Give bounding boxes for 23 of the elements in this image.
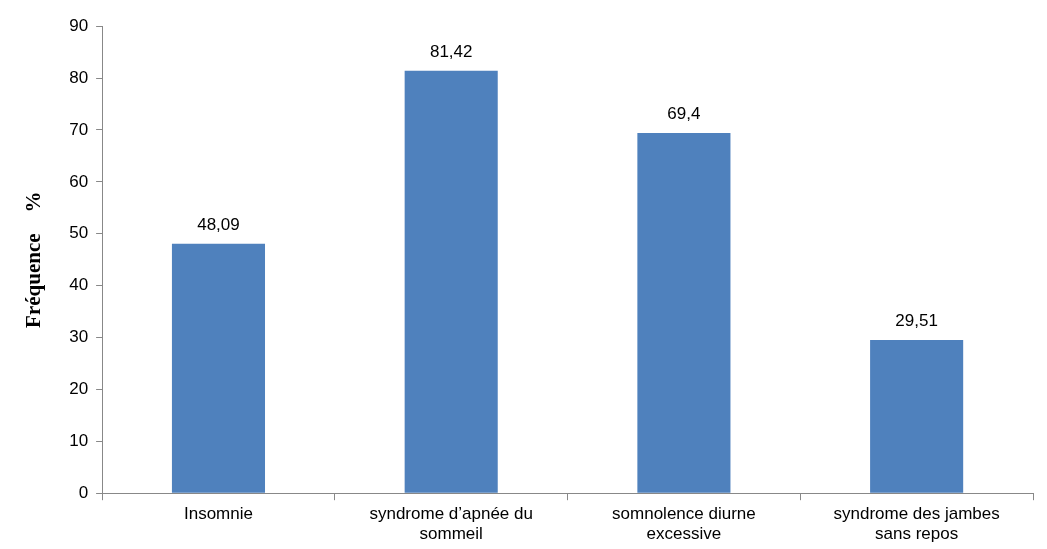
x-tick-label: somnolence diurne excessive — [612, 504, 756, 544]
data-label: 69,4 — [667, 104, 701, 124]
y-tick-label: 60 — [69, 171, 89, 191]
bar — [637, 133, 731, 493]
bar — [404, 70, 498, 493]
y-tick-label: 80 — [69, 67, 89, 87]
y-tick-label: 40 — [69, 275, 89, 295]
data-label: 29,51 — [895, 311, 938, 331]
y-tick-label: 90 — [69, 15, 89, 35]
y-axis-title: Fréquence % — [21, 191, 46, 328]
data-label: 48,09 — [197, 214, 240, 234]
bar — [171, 243, 266, 493]
y-tick-label: 50 — [69, 223, 89, 243]
y-tick-label: 10 — [69, 431, 89, 450]
bar — [870, 340, 964, 493]
y-tick-label: 20 — [69, 379, 89, 399]
y-tick-label: 0 — [78, 482, 89, 502]
y-tick-label: 70 — [69, 119, 89, 139]
x-tick-label: syndrome des jambes sans repos — [833, 504, 1000, 544]
x-tick-label: syndrome d’apnée du sommeil — [369, 504, 533, 544]
y-tick-label: 30 — [69, 327, 89, 347]
data-label: 81,42 — [429, 41, 473, 61]
x-tick-label: Insomnie — [183, 504, 253, 524]
